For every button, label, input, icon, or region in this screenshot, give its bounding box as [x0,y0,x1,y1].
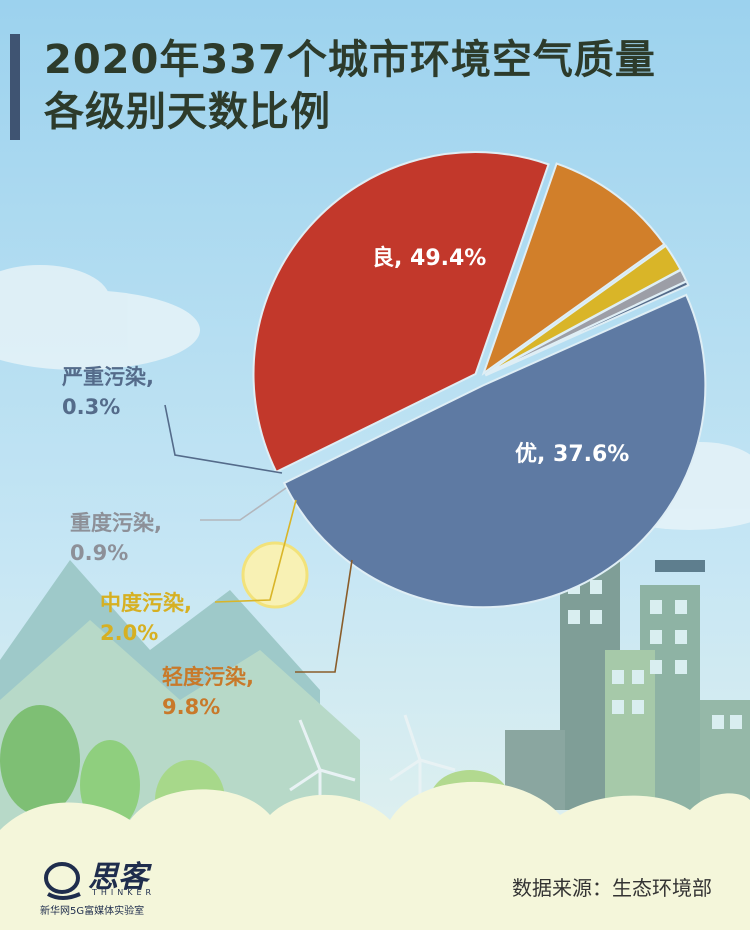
label-liang-text: 良, 49.4% [372,246,487,271]
title-accent-bar [10,34,20,140]
label-zhongdu-value: 2.0% [100,621,159,645]
pie-slice-liang [282,293,707,609]
label-zhongdu2: 重度污染, 0.9% [70,508,162,568]
pie-slice-yanzhong [485,280,690,377]
label-yanzhong: 严重污染, 0.3% [62,362,154,422]
foreground-clouds [0,781,750,930]
label-yanzhong-value: 0.3% [62,395,121,419]
pie-slices [252,151,707,609]
data-source: 数据来源：生态环境部 [512,876,712,900]
leader-line-zhongdu2 [200,487,287,521]
logo-brand-en: THINKER [92,888,156,897]
logo-org: 新华网5G富媒体实验室 [40,906,145,917]
leader-line-yanzhong [164,404,283,474]
label-qingdu-value: 9.8% [162,695,221,719]
leader-line-zhongdu [214,499,297,603]
label-zhongdu-name: 中度污染, [100,591,192,615]
label-you: 优, 37.6% [515,440,629,470]
label-zhongdu2-name: 重度污染, [70,511,162,535]
title-line-1: 2020年337个城市环境空气质量 [44,37,656,83]
label-you-text: 优, 37.6% [515,442,630,467]
logo-brand: 思客 [88,860,148,895]
sun-icon [241,541,309,609]
label-yanzhong-name: 严重污染, [62,365,154,389]
label-qingdu-name: 轻度污染, [162,665,254,689]
pie-slice-qingdu [481,162,666,376]
label-zhongdu2-value: 0.9% [70,541,129,565]
label-qingdu: 轻度污染, 9.8% [162,662,254,722]
leader-lines [164,404,353,673]
thinker-logo [44,862,81,900]
leader-line-qingdu [295,559,353,673]
title-line-2: 各级别天数比例 [44,89,331,135]
page-title: 2020年337个城市环境空气质量 各级别天数比例 [44,34,724,138]
pie-slice-you [252,151,550,474]
label-zhongdu: 中度污染, 2.0% [100,588,192,648]
label-liang: 良, 49.4% [372,244,486,274]
